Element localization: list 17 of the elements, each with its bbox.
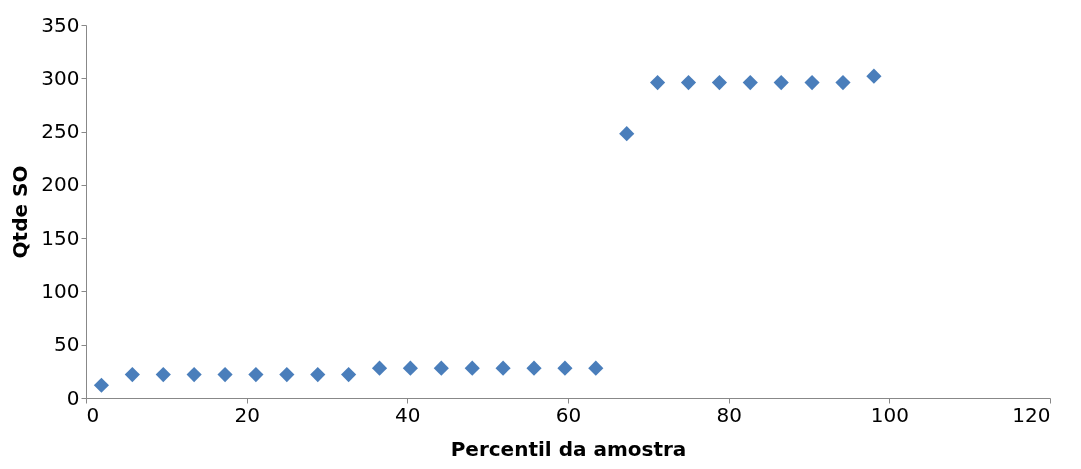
x-tick-label: 60 — [555, 402, 582, 427]
y-axis-title: Qtde SO — [8, 165, 33, 259]
y-tick-label: 100 — [41, 278, 80, 303]
y-tick-label: 250 — [41, 119, 80, 144]
y-tick-label: 200 — [41, 172, 80, 197]
y-tick-label: 50 — [54, 332, 80, 357]
x-tick-label: 100 — [870, 402, 909, 427]
x-tick-label: 80 — [716, 402, 742, 427]
x-tick-label: 120 — [1012, 402, 1051, 427]
x-tick-label: 40 — [395, 402, 421, 427]
y-tick-label: 300 — [41, 65, 80, 90]
y-tick-label: 150 — [41, 225, 80, 250]
x-tick-label: 0 — [86, 402, 100, 427]
x-axis-title: Percentil da amostra — [450, 436, 687, 461]
y-tick-label: 350 — [41, 12, 80, 37]
y-tick-label: 0 — [66, 385, 80, 410]
x-tick-label: 20 — [234, 402, 260, 427]
